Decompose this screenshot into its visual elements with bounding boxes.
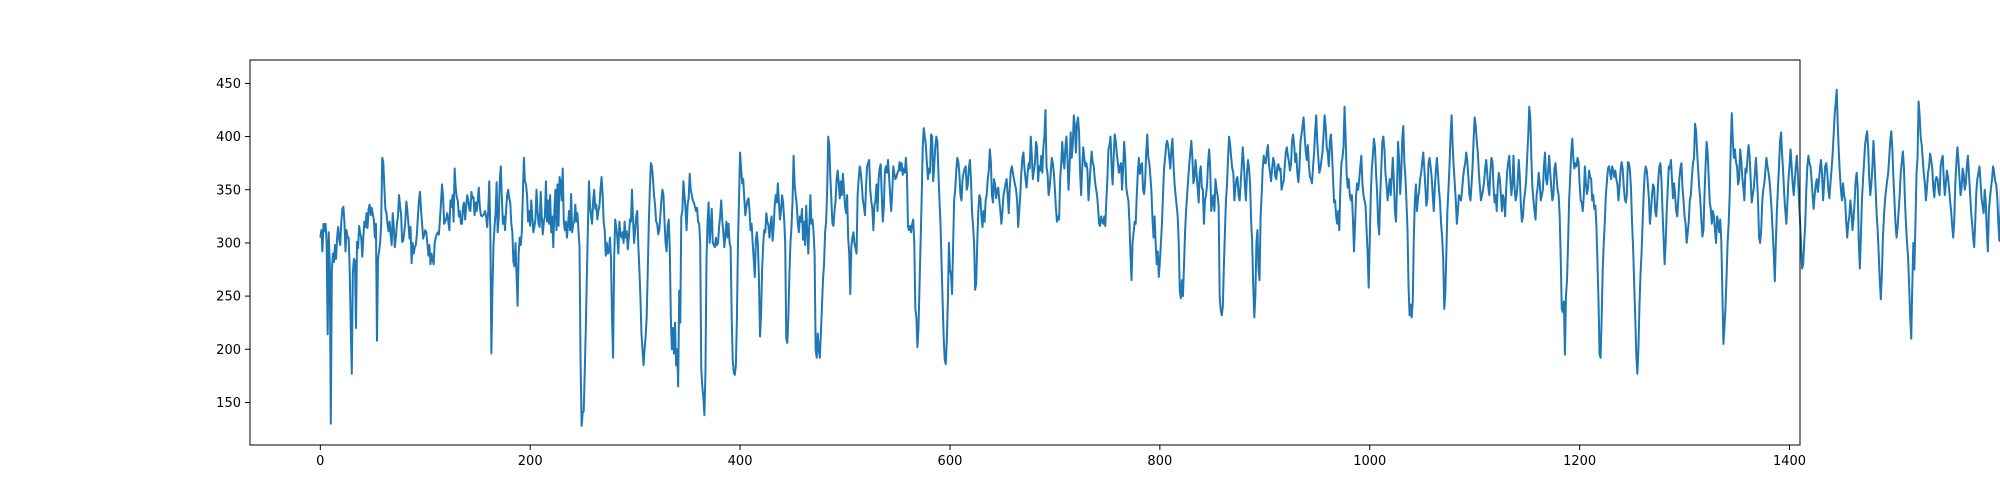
plot-frame — [249, 59, 1801, 446]
x-tick-label: 1400 — [1773, 454, 1806, 469]
plot-background — [250, 60, 1800, 445]
series-line-0 — [319, 88, 2000, 427]
x-tick-label: 1200 — [1563, 454, 1596, 469]
y-tick-label: 350 — [216, 183, 241, 198]
series-layer — [319, 88, 2000, 427]
x-axis: 0 200 400 600 800 1000 1200 1400 — [316, 445, 1806, 469]
y-axis: 150 200 250 300 350 400 450 — [216, 77, 250, 411]
y-tick-label: 150 — [216, 396, 241, 411]
y-tick-label: 250 — [216, 290, 241, 305]
x-tick-label: 800 — [1147, 454, 1172, 469]
x-tick-label: 400 — [728, 454, 753, 469]
y-tick-label: 300 — [216, 236, 241, 251]
x-tick-label: 1000 — [1353, 454, 1386, 469]
y-tick-label: 400 — [216, 130, 241, 145]
y-tick-label: 450 — [216, 77, 241, 92]
y-tick-label: 200 — [216, 343, 241, 358]
x-tick-label: 200 — [518, 454, 543, 469]
x-tick-label: 600 — [938, 454, 963, 469]
x-tick-label: 0 — [316, 454, 324, 469]
